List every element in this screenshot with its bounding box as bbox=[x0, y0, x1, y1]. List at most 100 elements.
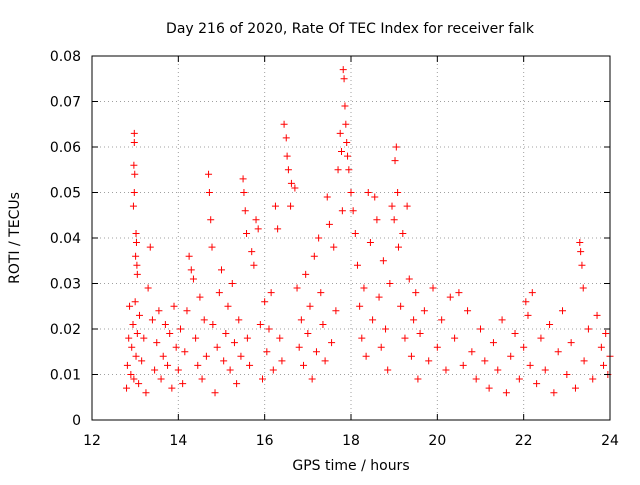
data-point bbox=[584, 325, 592, 333]
data-point bbox=[302, 270, 310, 278]
data-point bbox=[239, 175, 247, 183]
data-point bbox=[228, 280, 236, 287]
data-point bbox=[254, 225, 262, 233]
data-point bbox=[246, 361, 254, 369]
tick-labels: 12 14 16 18 20 22 24 0 0.01 0.02 0.03 0.04 0.05 0.06 0… bbox=[50, 49, 619, 449]
data-point bbox=[125, 334, 133, 342]
data-point bbox=[306, 302, 314, 310]
data-point bbox=[360, 284, 368, 292]
data-point bbox=[507, 352, 515, 360]
data-point bbox=[382, 325, 390, 333]
data-point bbox=[300, 361, 308, 369]
y-tick-label: 0.04 bbox=[50, 231, 81, 247]
data-point bbox=[325, 220, 333, 228]
data-point bbox=[433, 343, 441, 351]
data-point bbox=[130, 375, 138, 383]
data-point bbox=[196, 293, 204, 301]
y-tick-label: 0.01 bbox=[50, 368, 81, 384]
data-point bbox=[520, 343, 528, 351]
data-point bbox=[401, 334, 409, 342]
data-point bbox=[446, 293, 454, 301]
data-point bbox=[243, 334, 251, 342]
data-point bbox=[343, 138, 351, 146]
data-point bbox=[133, 270, 141, 278]
data-point bbox=[384, 366, 392, 374]
data-point bbox=[187, 266, 195, 274]
data-point bbox=[133, 330, 141, 338]
data-point bbox=[541, 366, 549, 374]
data-point bbox=[477, 325, 484, 333]
data-point bbox=[379, 257, 387, 265]
data-point bbox=[602, 330, 610, 338]
data-point bbox=[243, 229, 251, 237]
data-point bbox=[323, 193, 331, 201]
data-point bbox=[269, 366, 277, 374]
data-point bbox=[248, 248, 256, 256]
data-point bbox=[485, 384, 493, 392]
data-point bbox=[259, 375, 267, 383]
data-point bbox=[205, 189, 213, 196]
data-point bbox=[250, 261, 258, 269]
data-point bbox=[502, 389, 510, 397]
y-tick-label: 0.05 bbox=[50, 186, 81, 202]
data-point bbox=[282, 134, 290, 142]
data-point bbox=[472, 375, 480, 383]
data-point bbox=[142, 389, 150, 397]
data-point bbox=[189, 275, 197, 283]
data-point bbox=[577, 248, 585, 256]
data-point bbox=[481, 357, 489, 365]
data-point bbox=[202, 352, 210, 360]
data-point bbox=[213, 343, 221, 351]
data-point bbox=[129, 202, 137, 210]
data-point bbox=[377, 343, 385, 351]
data-point bbox=[308, 375, 316, 383]
x-tick-label: 12 bbox=[83, 433, 101, 449]
data-point bbox=[420, 307, 428, 315]
data-point bbox=[563, 371, 571, 378]
data-point bbox=[364, 189, 372, 196]
data-point bbox=[240, 189, 248, 196]
data-point bbox=[179, 380, 187, 388]
data-point bbox=[353, 261, 361, 269]
data-point bbox=[263, 348, 271, 356]
data-point bbox=[416, 330, 424, 338]
data-point bbox=[174, 366, 182, 374]
y-axis-label: ROTI / TECUs bbox=[7, 192, 23, 284]
data-point bbox=[261, 298, 269, 306]
data-point bbox=[293, 284, 301, 292]
data-point bbox=[310, 252, 318, 260]
data-point bbox=[328, 339, 336, 347]
data-point bbox=[233, 380, 241, 388]
data-point bbox=[146, 243, 154, 251]
data-point bbox=[375, 293, 383, 301]
data-point bbox=[295, 343, 303, 351]
data-point bbox=[332, 307, 340, 315]
data-point bbox=[207, 216, 215, 224]
data-point bbox=[336, 129, 344, 137]
x-tick-label: 22 bbox=[515, 433, 533, 449]
data-point bbox=[392, 143, 400, 151]
data-point bbox=[256, 320, 264, 328]
data-point bbox=[176, 325, 184, 333]
data-point bbox=[394, 189, 402, 196]
data-point bbox=[600, 361, 608, 369]
data-point bbox=[533, 380, 541, 388]
data-point bbox=[132, 252, 140, 260]
data-point bbox=[130, 161, 138, 169]
data-point bbox=[287, 179, 295, 187]
data-point bbox=[579, 284, 587, 292]
x-tick-label: 20 bbox=[428, 433, 446, 449]
y-tick-label: 0.06 bbox=[50, 140, 81, 156]
data-point bbox=[338, 148, 346, 156]
data-point bbox=[123, 384, 131, 392]
data-point bbox=[241, 207, 249, 215]
data-point bbox=[224, 302, 232, 310]
data-point bbox=[130, 129, 138, 137]
data-point bbox=[274, 225, 282, 233]
data-point bbox=[319, 320, 327, 328]
data-point bbox=[304, 330, 312, 338]
data-point bbox=[315, 234, 323, 242]
data-point bbox=[459, 361, 467, 369]
data-point bbox=[386, 280, 394, 287]
